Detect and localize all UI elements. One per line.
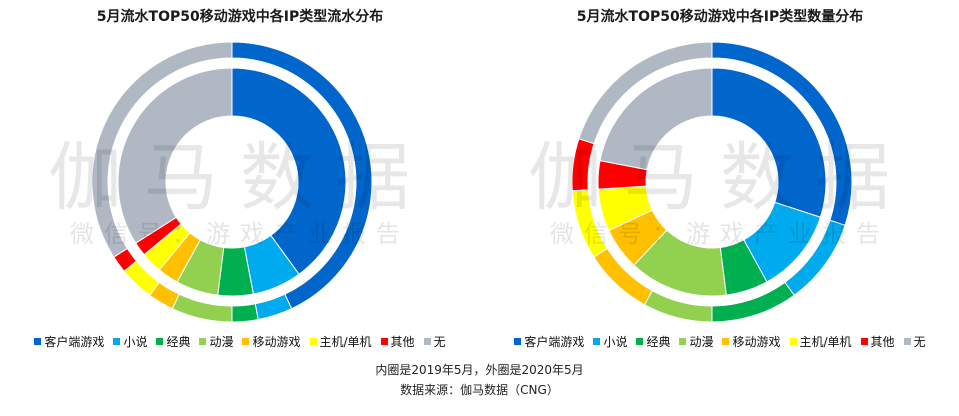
legend-swatch-icon [860,338,868,345]
legend-label: 动漫 [689,335,714,349]
legend-label: 无 [433,335,446,349]
outer-ring-slice-6 [571,138,595,192]
legend-swatch-icon [679,338,687,345]
legend-item: 其他 [860,333,895,350]
legend-label: 其他 [390,335,415,349]
outer-ring-slice-1 [254,293,293,321]
legend-swatch-icon [722,338,730,345]
legend-item: 无 [423,333,446,350]
legend-item: 客户端游戏 [34,333,104,350]
legend-item: 主机/单机 [789,333,852,350]
outer-ring-slice-3 [171,293,233,323]
legend-label: 无 [913,335,926,349]
legend-label: 小说 [123,335,148,349]
legend-swatch-icon [423,338,431,345]
legend-item: 经典 [636,333,670,350]
donut-chart-revenue [91,41,373,323]
legend-label: 主机/单机 [799,335,852,349]
donut-chart-count [571,41,853,323]
legend-item: 移动游戏 [722,333,781,350]
chart-title: 5月流水TOP50移动游戏中各IP类型数量分布 [576,9,864,25]
legend-item: 小说 [593,333,627,350]
legend-item: 移动游戏 [242,333,301,350]
legend-swatch-icon [380,338,388,345]
legend-swatch-icon [514,338,522,345]
inner-ring-slice-7 [117,67,233,244]
legend-item: 其他 [380,333,415,350]
ring-explanation-note: 内圈是2019年5月，外圈是2020年5月 [375,363,584,377]
legend-label: 经典 [166,335,191,349]
legend-swatch-icon [156,338,164,345]
chart-title: 5月流水TOP50移动游戏中各IP类型流水分布 [96,9,384,25]
legend-swatch-icon [789,338,797,345]
legend-item: 小说 [113,333,147,350]
legend-label: 移动游戏 [732,335,781,349]
legend-item: 经典 [156,333,190,350]
legend-swatch-icon [242,338,250,345]
inner-ring-slice-7 [599,67,713,171]
legend-swatch-icon [903,338,911,345]
legend-swatch-icon [593,338,601,345]
chart-panel-revenue: 5月流水TOP50移动游戏中各IP类型流水分布 伽马数据 微信号：游戏产业报告 … [0,0,480,360]
legend-label: 客户端游戏 [524,335,585,349]
legend-label: 客户端游戏 [44,335,105,349]
inner-ring-slice-0 [711,67,827,218]
legend-label: 移动游戏 [252,335,301,349]
data-source-note: 数据来源：伽马数据（CNG） [400,383,559,397]
chart-panel-count: 5月流水TOP50移动游戏中各IP类型数量分布 伽马数据 微信号：游戏产业报告 … [480,0,959,360]
legend-swatch-icon [113,338,121,345]
legend-swatch-icon [309,338,317,345]
legend-item: 客户端游戏 [514,333,584,350]
inner-ring-slice-0 [231,67,347,275]
legend-label: 其他 [870,335,895,349]
outer-ring-slice-2 [231,303,259,323]
legend-item: 动漫 [199,333,233,350]
legend-label: 动漫 [209,335,234,349]
outer-ring-slice-7 [91,41,233,258]
legend-item: 无 [903,333,926,350]
legend-swatch-icon [34,338,42,345]
legend-item: 主机/单机 [309,333,372,350]
chart-legend: 客户端游戏 小说 经典 动漫 移动游戏 主机/单机 其他 无 [0,333,480,350]
legend-item: 动漫 [679,333,713,350]
legend-swatch-icon [199,338,207,345]
legend-swatch-icon [636,338,644,345]
legend-label: 主机/单机 [319,335,372,349]
legend-label: 经典 [646,335,671,349]
chart-legend: 客户端游戏 小说 经典 动漫 移动游戏 主机/单机 其他 无 [480,333,959,350]
outer-ring-slice-7 [578,41,713,145]
legend-label: 小说 [603,335,628,349]
